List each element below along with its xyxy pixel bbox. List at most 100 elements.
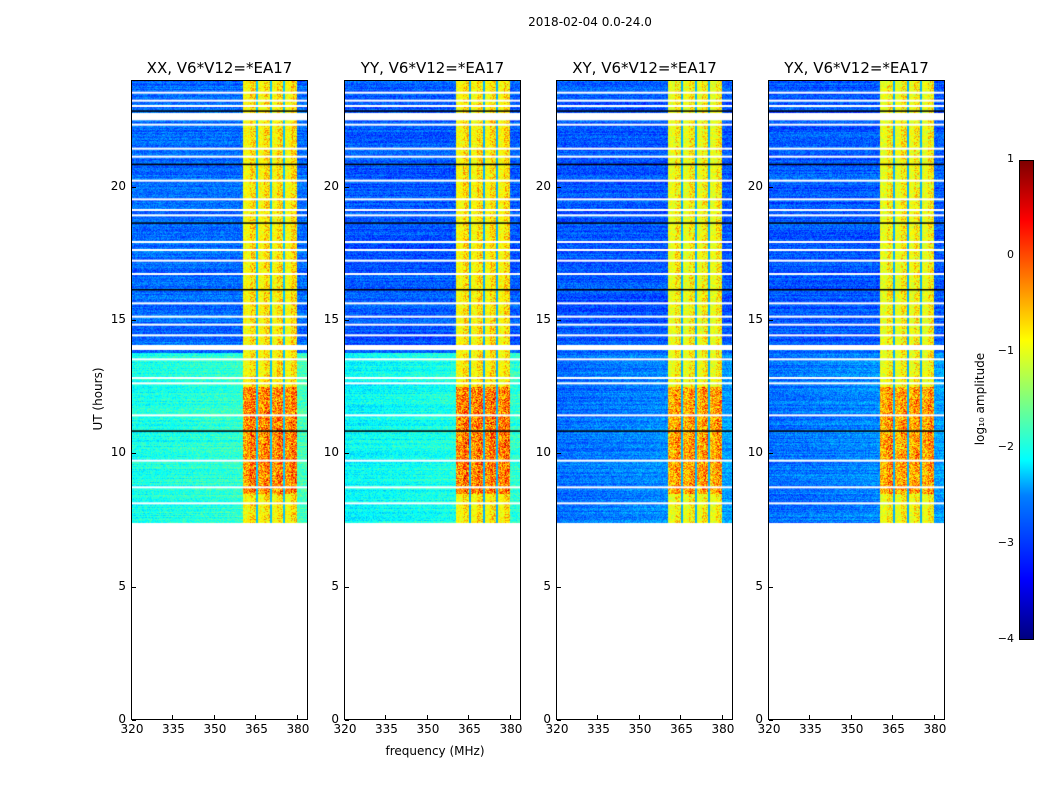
x-tick xyxy=(172,715,174,719)
y-tick-label: 15 xyxy=(323,312,339,326)
y-tick xyxy=(769,586,773,588)
x-tick-label: 335 xyxy=(162,722,185,736)
y-tick xyxy=(557,320,561,321)
x-tick xyxy=(296,715,298,719)
x-tick xyxy=(344,715,345,719)
y-tick-label: 5 xyxy=(755,578,763,593)
colorbar-tick-label: 0 xyxy=(1007,248,1014,261)
x-tick-label: 350 xyxy=(203,722,227,736)
panel-title: YX, V6*V12=*EA17 xyxy=(784,59,929,77)
x-tick xyxy=(638,715,640,719)
panel-title: YY, V6*V12=*EA17 xyxy=(360,59,505,77)
panel-yx: YX, V6*V12=*EA17 320 335 350 365 380 0 5 10 15 20 xyxy=(748,59,947,736)
x-tick-label: 365 xyxy=(245,722,268,736)
y-tick-label: 0 xyxy=(331,712,339,726)
y-tick-label: 15 xyxy=(535,312,551,326)
colorbar-tick-label: −4 xyxy=(997,632,1014,645)
colorbar-tick-label: −2 xyxy=(997,440,1014,453)
x-tick xyxy=(556,715,557,719)
x-tick xyxy=(213,715,215,719)
x-tick xyxy=(933,715,935,719)
x-tick xyxy=(131,715,132,719)
y-tick xyxy=(769,720,773,721)
panel-title: XX, V6*V12=*EA17 xyxy=(146,59,293,77)
y-tick-label: 10 xyxy=(323,445,339,460)
x-tick-label: 335 xyxy=(799,722,822,736)
y-tick-label: 5 xyxy=(118,578,126,593)
x-tick-label: 380 xyxy=(286,722,310,736)
waterfall-heatmap xyxy=(557,81,732,719)
y-tick-label: 5 xyxy=(331,578,339,593)
y-tick-label: 0 xyxy=(755,712,763,726)
y-tick xyxy=(557,453,561,455)
x-tick-label: 320 xyxy=(333,722,357,736)
y-tick-label: 10 xyxy=(535,445,551,460)
x-tick xyxy=(768,715,769,719)
y-tick-label: 0 xyxy=(118,712,126,726)
waterfall-heatmap xyxy=(769,81,944,719)
colorbar-tick-label: −3 xyxy=(997,536,1014,549)
x-tick-label: 350 xyxy=(840,722,864,736)
x-tick xyxy=(892,715,894,719)
x-tick-label: 365 xyxy=(458,722,481,736)
x-tick-label: 350 xyxy=(416,722,440,736)
y-tick xyxy=(132,720,136,721)
y-tick-label: 15 xyxy=(747,312,763,326)
y-tick-label: 20 xyxy=(110,178,126,193)
x-tick xyxy=(468,715,470,719)
y-tick xyxy=(557,720,561,721)
panel-yy: YY, V6*V12=*EA17 320 335 350 365 380 0 5 10 15 20 xyxy=(324,59,523,736)
x-tick-label: 380 xyxy=(499,722,523,736)
waterfall-heatmap xyxy=(345,81,520,719)
x-tick xyxy=(597,715,599,719)
waterfall-heatmap xyxy=(132,81,307,719)
colorbar xyxy=(1019,160,1034,640)
colorbar-tick-label: 1 xyxy=(1007,152,1014,165)
x-tick-label: 365 xyxy=(670,722,693,736)
colorbar-label: log₁₀ amplitude xyxy=(973,352,987,446)
x-tick-label: 380 xyxy=(923,722,947,736)
y-tick xyxy=(345,186,349,188)
y-axis-label: UT (hours) xyxy=(91,367,105,431)
y-tick-label: 20 xyxy=(747,178,763,193)
x-axis-label: frequency (MHz) xyxy=(385,744,485,758)
y-tick xyxy=(769,453,773,455)
y-tick-label: 10 xyxy=(747,445,763,460)
x-tick-label: 350 xyxy=(628,722,652,736)
y-tick xyxy=(132,186,136,188)
x-tick-label: 380 xyxy=(711,722,735,736)
x-tick-label: 365 xyxy=(882,722,905,736)
x-tick xyxy=(426,715,428,719)
y-tick-label: 5 xyxy=(543,578,551,593)
y-tick xyxy=(557,186,561,188)
y-tick xyxy=(557,586,561,588)
x-tick-label: 320 xyxy=(545,722,569,736)
x-tick xyxy=(509,715,511,719)
y-tick xyxy=(132,586,136,588)
x-tick xyxy=(809,715,811,719)
x-tick xyxy=(385,715,387,719)
panel-xy: XY, V6*V12=*EA17 320 335 350 365 380 0 5 10 15 20 xyxy=(536,59,735,736)
y-tick xyxy=(132,320,136,321)
panel-xx: XX, V6*V12=*EA17 320 335 350 365 380 0 5 10 15 20 xyxy=(111,59,310,736)
colorbar-tick-label: −1 xyxy=(997,344,1014,357)
panel-title: XY, V6*V12=*EA17 xyxy=(572,59,717,77)
x-tick-label: 335 xyxy=(587,722,610,736)
x-tick xyxy=(680,715,682,719)
y-tick xyxy=(132,453,136,455)
x-tick xyxy=(721,715,723,719)
y-tick xyxy=(345,586,349,588)
figure-title: 2018-02-04 0.0-24.0 xyxy=(528,15,652,29)
x-tick xyxy=(850,715,852,719)
y-tick xyxy=(345,720,349,721)
y-tick xyxy=(345,320,349,321)
y-tick-label: 20 xyxy=(535,178,551,193)
y-tick xyxy=(769,186,773,188)
x-tick-label: 335 xyxy=(375,722,398,736)
x-tick xyxy=(255,715,257,719)
y-tick-label: 10 xyxy=(110,445,126,460)
y-tick xyxy=(769,320,773,321)
x-tick-label: 320 xyxy=(120,722,144,736)
y-tick-label: 20 xyxy=(323,178,339,193)
